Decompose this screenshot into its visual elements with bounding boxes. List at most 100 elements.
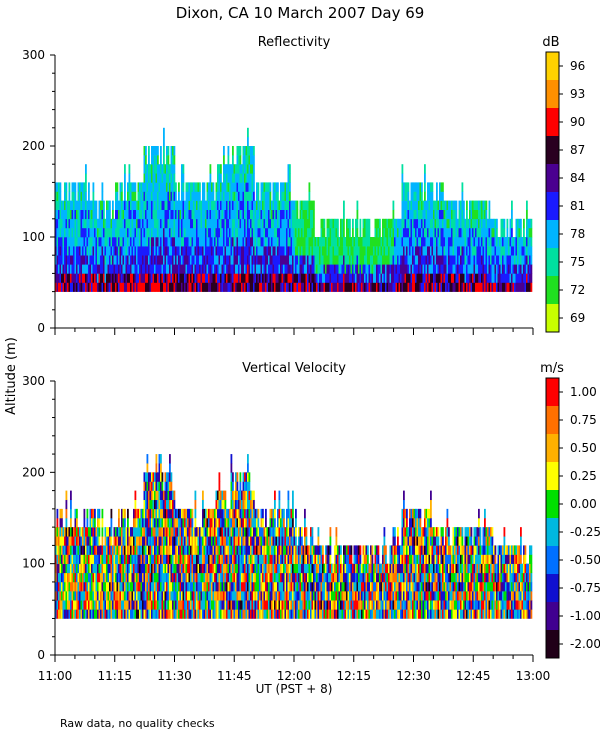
heatmap-cell <box>275 273 278 283</box>
heatmap-cell <box>136 572 138 583</box>
heatmap-cell <box>442 255 444 265</box>
heatmap-cell <box>181 164 183 174</box>
heatmap-cell <box>161 173 164 183</box>
heatmap-cell <box>86 237 89 247</box>
heatmap-cell <box>95 600 98 610</box>
heatmap-cell <box>79 237 81 247</box>
heatmap-cell <box>430 200 432 210</box>
heatmap-cell <box>86 600 89 610</box>
heatmap-cell <box>491 227 494 238</box>
heatmap-cell <box>134 536 137 546</box>
heatmap-cell <box>337 264 339 274</box>
heatmap-cell <box>428 273 431 283</box>
heatmap-cell <box>143 282 146 292</box>
heatmap-cell <box>389 264 392 274</box>
heatmap-cell <box>79 200 81 210</box>
heatmap-cell <box>179 554 182 564</box>
colorbar-swatch <box>546 136 559 165</box>
heatmap-cell <box>430 282 432 292</box>
heatmap-cell <box>80 182 83 192</box>
heatmap-cell <box>343 209 345 220</box>
heatmap-cell <box>125 209 128 220</box>
heatmap-cell <box>271 255 273 265</box>
heatmap-cell <box>526 255 528 265</box>
heatmap-cell <box>68 191 71 201</box>
heatmap-cell <box>125 572 128 583</box>
heatmap-cell <box>118 536 120 546</box>
heatmap-cell <box>101 264 104 274</box>
heatmap-cell <box>101 545 104 555</box>
heatmap-cell <box>343 264 345 274</box>
heatmap-cell <box>269 227 272 238</box>
heatmap-cell <box>448 255 450 265</box>
heatmap-cell <box>139 572 141 583</box>
heatmap-cell <box>85 609 87 619</box>
heatmap-cell <box>206 581 209 592</box>
heatmap-cell <box>373 246 375 256</box>
heatmap-cell <box>83 518 86 528</box>
heatmap-cell <box>419 282 422 292</box>
heatmap-cell <box>380 237 383 247</box>
heatmap-cell <box>152 609 155 619</box>
heatmap-cell <box>242 173 245 183</box>
heatmap-cell <box>323 246 326 256</box>
heatmap-cell <box>203 508 206 519</box>
heatmap-cell <box>500 227 503 238</box>
heatmap-cell <box>367 273 369 283</box>
heatmap-cell <box>62 246 65 256</box>
heatmap-cell <box>101 527 104 537</box>
heatmap-cell <box>260 237 263 247</box>
heatmap-cell <box>77 273 80 283</box>
heatmap-cell <box>136 600 138 610</box>
heatmap-cell <box>226 572 228 583</box>
heatmap-cell <box>241 191 243 201</box>
heatmap-cell <box>110 572 113 583</box>
heatmap-cell <box>151 490 153 501</box>
heatmap-cell <box>230 508 233 519</box>
heatmap-cell <box>413 218 416 229</box>
heatmap-cell <box>124 264 126 274</box>
heatmap-cell <box>272 282 275 292</box>
heatmap-cell <box>65 209 68 220</box>
heatmap-cell <box>170 155 173 165</box>
heatmap-cell <box>113 536 116 546</box>
heatmap-cell <box>301 273 303 283</box>
heatmap-cell <box>494 255 497 265</box>
heatmap-cell <box>82 237 84 247</box>
heatmap-cell <box>497 237 500 247</box>
heatmap-cell <box>254 209 257 220</box>
heatmap-cell <box>79 182 81 192</box>
panel-title-reflectivity: Reflectivity <box>258 35 331 50</box>
heatmap-cell <box>223 581 225 592</box>
heatmap-cell <box>388 273 390 283</box>
heatmap-cell <box>127 246 129 256</box>
heatmap-cell <box>490 237 492 247</box>
heatmap-cell <box>77 191 80 201</box>
heatmap-cell <box>68 227 71 238</box>
heatmap-cell <box>428 264 431 274</box>
heatmap-cell <box>310 255 312 265</box>
heatmap-cell <box>475 209 477 220</box>
heatmap-cell <box>157 545 159 555</box>
heatmap-cell <box>463 273 465 283</box>
heatmap-cell <box>229 191 231 201</box>
heatmap-cell <box>439 237 441 247</box>
heatmap-cell <box>194 218 197 229</box>
heatmap-cell <box>181 572 183 583</box>
heatmap-cell <box>76 554 78 564</box>
heatmap-cell <box>224 490 227 501</box>
heatmap-cell <box>316 282 318 292</box>
heatmap-cell <box>115 609 117 619</box>
heatmap-cell <box>104 600 107 610</box>
heatmap-cell <box>205 591 207 601</box>
heatmap-cell <box>82 200 84 210</box>
heatmap-cell <box>116 527 119 537</box>
heatmap-cell <box>412 237 414 247</box>
heatmap-cell <box>208 246 210 256</box>
heatmap-cell <box>134 246 137 256</box>
heatmap-cell <box>55 200 57 210</box>
heatmap-cell <box>224 227 227 238</box>
heatmap-cell <box>470 255 473 265</box>
heatmap-cell <box>301 246 303 256</box>
heatmap-cell <box>209 563 212 574</box>
